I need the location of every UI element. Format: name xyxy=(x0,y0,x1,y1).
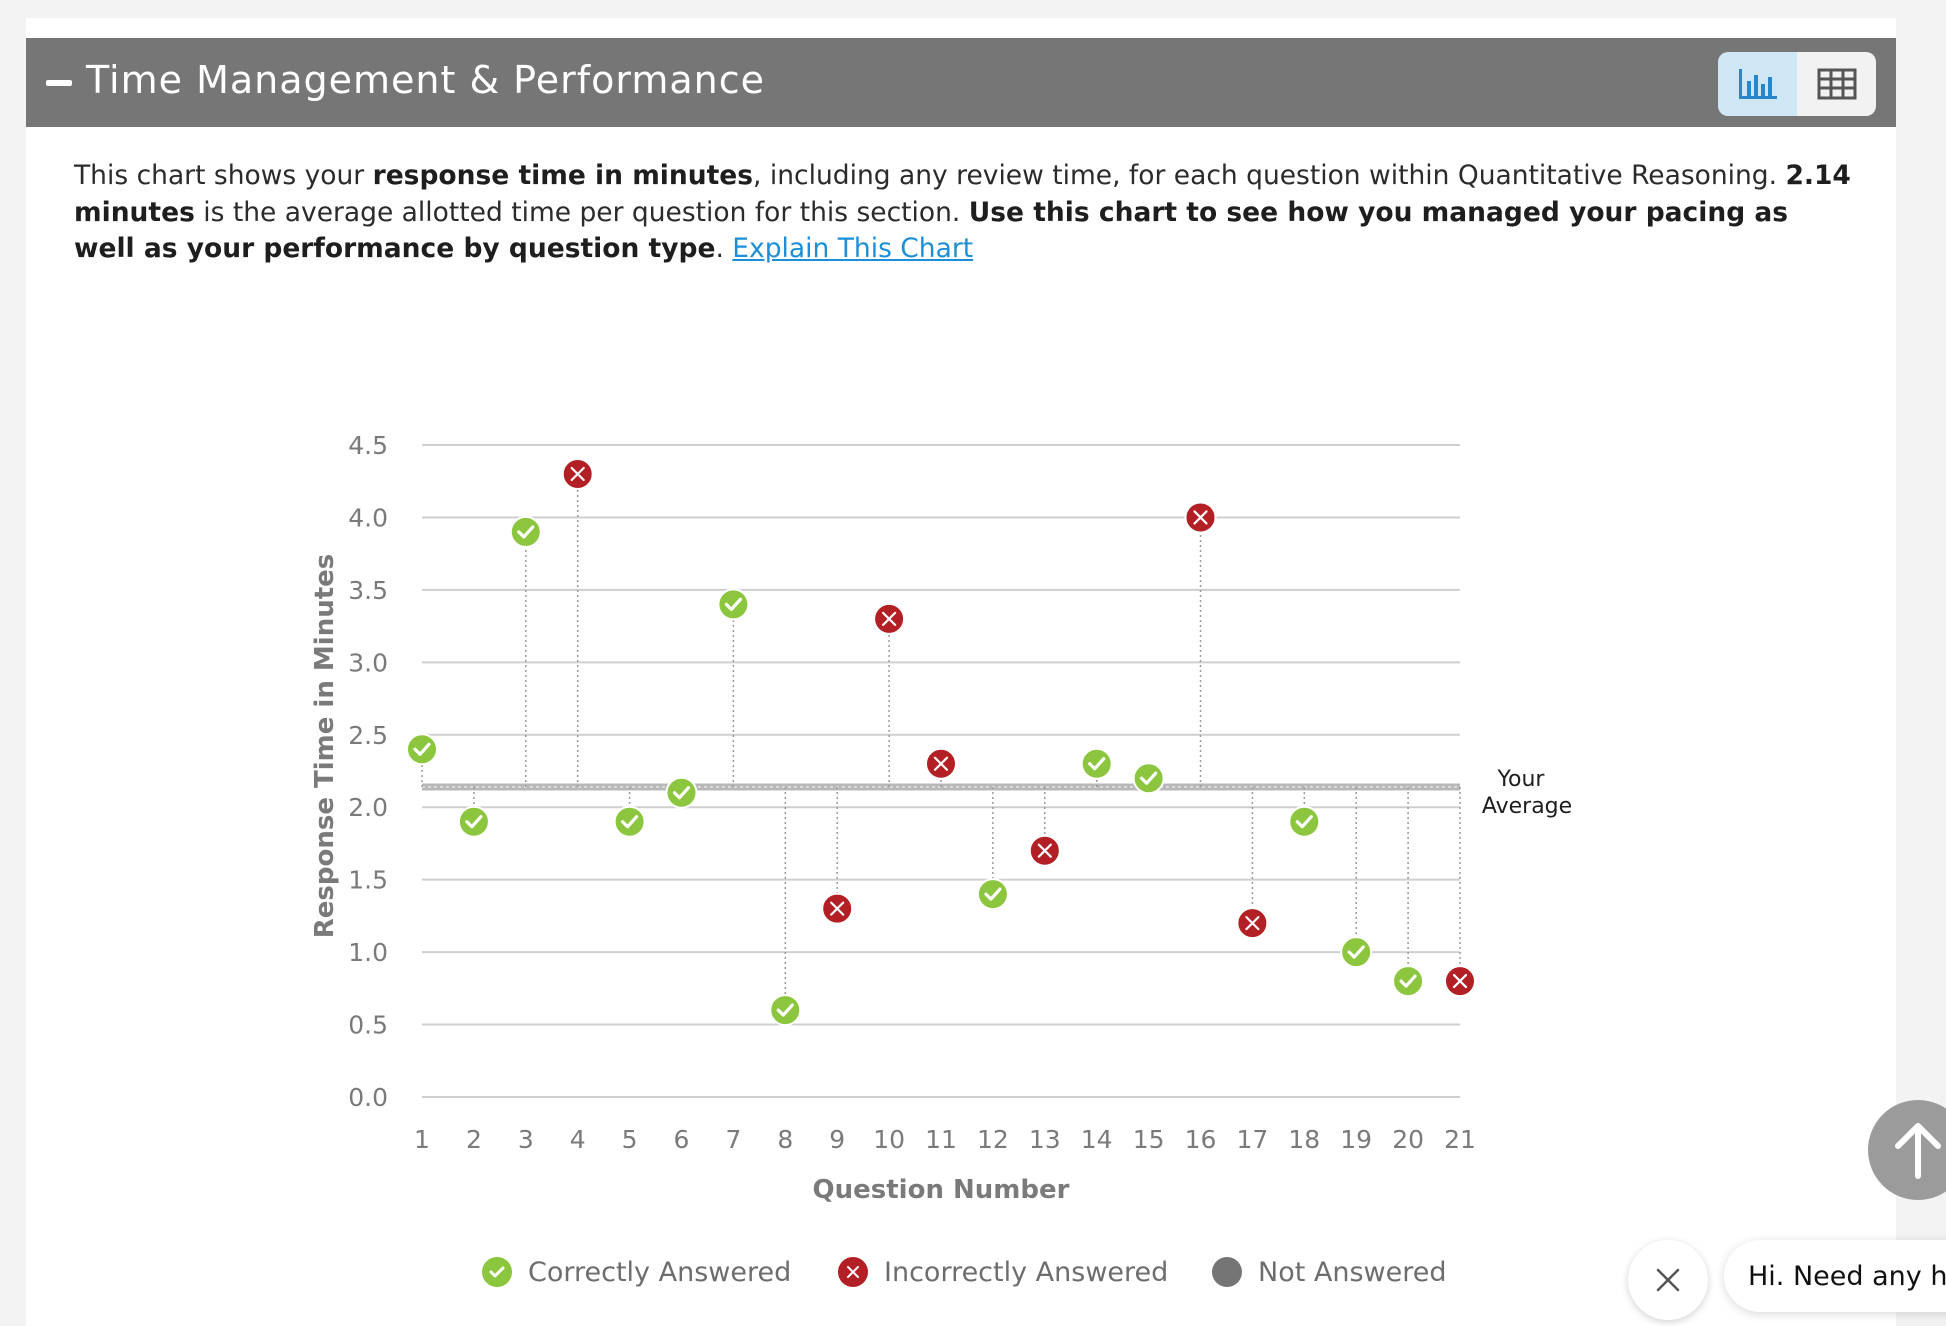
desc-text-2: , including any review time, for each qu… xyxy=(753,160,1786,191)
x-tick-label: 6 xyxy=(674,1125,690,1154)
x-icon xyxy=(838,1257,868,1287)
x-tick-label: 17 xyxy=(1236,1125,1268,1154)
x-tick-label: 14 xyxy=(1081,1125,1113,1154)
x-tick-label: 12 xyxy=(977,1125,1009,1154)
x-tick-label: 16 xyxy=(1185,1125,1217,1154)
y-tick-label: 2.0 xyxy=(348,793,388,822)
x-tick-label: 18 xyxy=(1288,1125,1320,1154)
y-axis-title: Response Time in Minutes xyxy=(310,554,340,939)
y-tick-label: 1.5 xyxy=(348,866,388,895)
desc-bold-1: response time in minutes xyxy=(372,160,754,191)
correct-point xyxy=(1132,762,1165,795)
correct-point xyxy=(509,515,542,548)
incorrect-point xyxy=(1028,834,1061,867)
incorrect-point xyxy=(1444,965,1476,998)
view-toggle xyxy=(1718,52,1876,116)
y-tick-label: 4.5 xyxy=(348,431,388,460)
collapse-minus-icon[interactable] xyxy=(46,80,72,86)
desc-text-4: . xyxy=(715,233,733,264)
legend-incorrect: Incorrectly Answered xyxy=(838,1250,1168,1294)
correct-point xyxy=(717,588,750,621)
scroll-to-top-button[interactable] xyxy=(1868,1100,1946,1200)
correct-point xyxy=(1288,805,1321,838)
correct-point xyxy=(665,776,698,809)
x-tick-label: 8 xyxy=(777,1125,793,1154)
incorrect-point xyxy=(1236,907,1269,940)
desc-bold-2: 2.14 minutes xyxy=(74,160,1851,228)
page-top-strip xyxy=(0,0,1946,18)
table-view-button[interactable] xyxy=(1797,52,1876,116)
x-tick-label: 10 xyxy=(873,1125,905,1154)
section-title: Time Management & Performance xyxy=(86,58,765,102)
chat-close-button[interactable] xyxy=(1628,1240,1708,1320)
x-tick-label: 15 xyxy=(1133,1125,1165,1154)
bar-chart-icon xyxy=(1738,69,1777,99)
incorrect-point xyxy=(873,602,906,635)
grey-dot-icon xyxy=(1212,1257,1242,1287)
legend-correct: Correctly Answered xyxy=(482,1250,791,1294)
x-tick-label: 7 xyxy=(725,1125,741,1154)
x-tick-label: 9 xyxy=(829,1125,845,1154)
x-tick-label: 19 xyxy=(1340,1125,1372,1154)
check-icon xyxy=(482,1257,512,1287)
correct-point xyxy=(976,878,1009,911)
y-tick-label: 0.0 xyxy=(348,1083,388,1112)
x-tick-label: 3 xyxy=(518,1125,534,1154)
correct-point xyxy=(457,805,490,838)
x-tick-label: 20 xyxy=(1392,1125,1424,1154)
chart-view-button[interactable] xyxy=(1718,52,1797,116)
x-tick-label: 2 xyxy=(466,1125,482,1154)
legend-label-not-answered: Not Answered xyxy=(1258,1256,1447,1288)
section-header[interactable] xyxy=(26,38,1896,127)
correct-point xyxy=(1080,747,1113,780)
correct-point xyxy=(1340,936,1373,969)
y-tick-label: 0.5 xyxy=(348,1011,388,1040)
explain-chart-link[interactable]: Explain This Chart xyxy=(732,233,974,264)
chat-bubble[interactable]: Hi. Need any he xyxy=(1724,1240,1946,1312)
y-tick-label: 1.0 xyxy=(348,938,388,967)
table-icon xyxy=(1817,68,1856,100)
x-tick-label: 1 xyxy=(414,1125,430,1154)
desc-bold-3: Use this chart to see how you managed yo… xyxy=(74,196,1789,265)
incorrect-point xyxy=(561,457,594,490)
y-tick-label: 3.0 xyxy=(348,648,388,677)
legend-label-incorrect: Incorrectly Answered xyxy=(884,1256,1169,1288)
report-card xyxy=(26,18,1896,1326)
correct-point xyxy=(406,733,438,766)
y-tick-label: 2.5 xyxy=(348,721,388,750)
x-tick-label: 5 xyxy=(622,1125,638,1154)
incorrect-point xyxy=(821,892,854,925)
x-tick-label: 11 xyxy=(925,1125,957,1154)
desc-text-3: is the average allotted time per questio… xyxy=(194,196,969,228)
legend-label-correct: Correctly Answered xyxy=(528,1256,792,1288)
arrow-up-icon xyxy=(1895,1123,1941,1179)
incorrect-point xyxy=(925,747,957,780)
close-icon xyxy=(1656,1268,1680,1292)
x-tick-label: 13 xyxy=(1029,1125,1061,1154)
incorrect-point xyxy=(1184,501,1217,534)
average-label-line2: Average xyxy=(1482,794,1572,819)
x-tick-label: 4 xyxy=(570,1125,586,1154)
y-tick-label: 3.5 xyxy=(348,576,388,605)
desc-text-1: This chart shows your xyxy=(74,160,373,191)
correct-point xyxy=(613,805,646,838)
legend-not-answered: Not Answered xyxy=(1212,1250,1447,1294)
correct-point xyxy=(769,994,802,1027)
correct-point xyxy=(1392,965,1425,998)
average-label-line1: Your xyxy=(1497,767,1546,792)
chart-description: This chart shows your response time in m… xyxy=(74,158,1854,268)
x-axis-title: Question Number xyxy=(813,1175,1070,1205)
x-tick-label: 21 xyxy=(1444,1125,1476,1154)
y-tick-label: 4.0 xyxy=(348,503,388,532)
